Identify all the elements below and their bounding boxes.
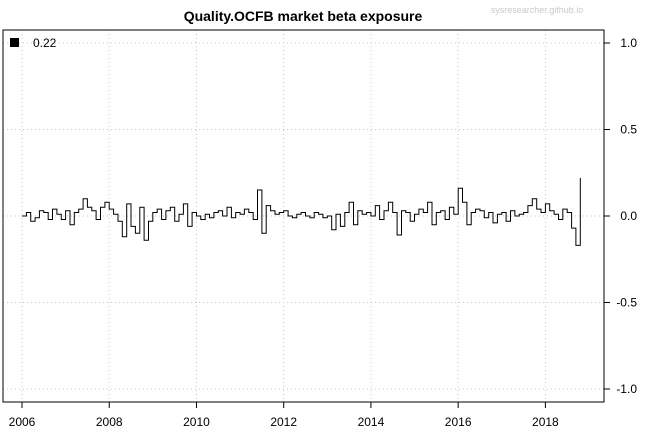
x-axis: 2006 2008 2010 2012 2014 2016 2018 — [9, 402, 559, 429]
legend-label: 0.22 — [33, 36, 57, 50]
x-tick-label: 2006 — [9, 415, 36, 429]
y-tick-label: -0.5 — [616, 296, 637, 310]
watermark-text: sysresearcher.github.io — [491, 5, 584, 15]
y-tick-label: -1.0 — [616, 382, 637, 396]
x-tick-label: 2018 — [532, 415, 559, 429]
legend-marker-icon — [10, 38, 19, 47]
y-tick-label: 1.0 — [620, 36, 637, 50]
x-tick-label: 2008 — [96, 415, 123, 429]
x-tick-label: 2014 — [358, 415, 385, 429]
x-tick-label: 2012 — [270, 415, 297, 429]
y-axis: 1.0 0.5 0.0 -0.5 -1.0 — [604, 36, 637, 396]
x-tick-label: 2016 — [445, 415, 472, 429]
grid — [3, 30, 604, 402]
legend: 0.22 — [10, 36, 57, 50]
x-tick-label: 2010 — [183, 415, 210, 429]
beta-exposure-line — [22, 177, 581, 246]
y-tick-label: 0.0 — [620, 209, 637, 223]
y-tick-label: 0.5 — [620, 123, 637, 137]
chart-title: Quality.OCFB market beta exposure — [184, 8, 423, 24]
